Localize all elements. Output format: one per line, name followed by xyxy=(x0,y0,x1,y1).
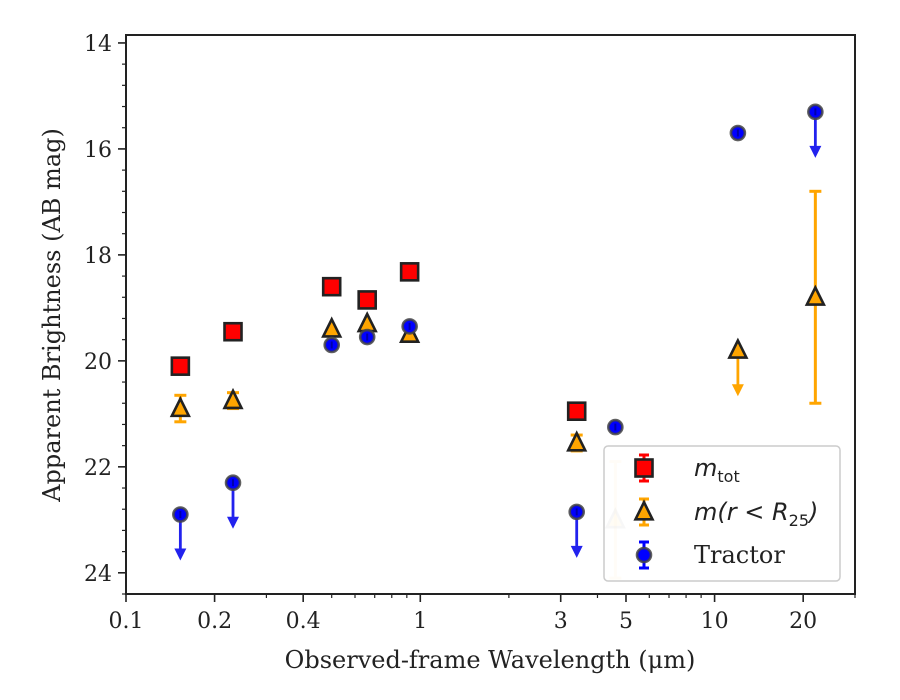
data-point xyxy=(321,276,342,297)
data-point xyxy=(566,430,588,452)
upper-limit-arrowhead xyxy=(731,384,744,397)
x-tick-label: 0.1 xyxy=(109,609,144,634)
data-point xyxy=(399,262,420,282)
legend-label: m(r < R25) xyxy=(694,498,818,530)
data-point xyxy=(357,290,377,310)
data-point xyxy=(566,401,587,421)
legend: mtot m(r < R25) Tractor xyxy=(603,445,841,582)
series-circle xyxy=(172,103,824,561)
upper-limit-arrowhead xyxy=(227,516,240,529)
series-square xyxy=(170,262,587,421)
data-point xyxy=(170,356,191,376)
x-tick-label: 10 xyxy=(701,609,729,634)
y-tick-label: 14 xyxy=(84,32,112,57)
legend-marker xyxy=(634,458,654,478)
x-tick-label: 0.2 xyxy=(197,609,232,634)
x-axis-label: Observed-frame Wavelength (μm) xyxy=(285,646,696,674)
y-tick-label: 18 xyxy=(84,244,112,269)
data-point xyxy=(356,311,378,333)
legend-marker xyxy=(635,546,653,564)
upper-limit-arrowhead xyxy=(570,545,583,558)
legend-entry: mtot xyxy=(634,453,740,486)
x-tick-label: 5 xyxy=(619,609,633,634)
upper-limit-arrowhead xyxy=(809,145,822,158)
x-tick-label: 0.4 xyxy=(286,609,321,634)
y-axis-label: Apparent Brightness (AB mag) xyxy=(38,128,66,503)
legend-box xyxy=(603,445,841,582)
data-point xyxy=(222,387,244,410)
data-point xyxy=(727,337,749,359)
data-point xyxy=(321,316,343,338)
legend-entry: m(r < R25) xyxy=(633,497,818,530)
axes-layer: 0.1 0.2 0.4 1 3 5 10 20 14 16 18 20 22 24 xyxy=(84,32,856,634)
data-series-layer xyxy=(169,103,826,580)
y-tick-label: 22 xyxy=(84,456,112,481)
data-point xyxy=(169,395,191,418)
upper-limit-arrowhead xyxy=(174,548,187,561)
legend-label: mtot xyxy=(694,454,740,486)
legend-entry: Tractor xyxy=(635,540,785,570)
x-tick-label: 1 xyxy=(413,609,427,634)
data-point xyxy=(223,321,243,342)
x-tick-label: 20 xyxy=(789,609,817,634)
y-tick-label: 16 xyxy=(84,138,112,163)
x-tick-label: 3 xyxy=(554,609,568,634)
series-triangle xyxy=(169,189,826,580)
legend-marker xyxy=(633,499,655,521)
plot-area-frame xyxy=(125,34,856,595)
legend-label: Tractor xyxy=(694,541,785,569)
y-tick-label: 20 xyxy=(84,350,112,375)
y-tick-label: 24 xyxy=(84,562,112,587)
data-point xyxy=(804,284,826,306)
